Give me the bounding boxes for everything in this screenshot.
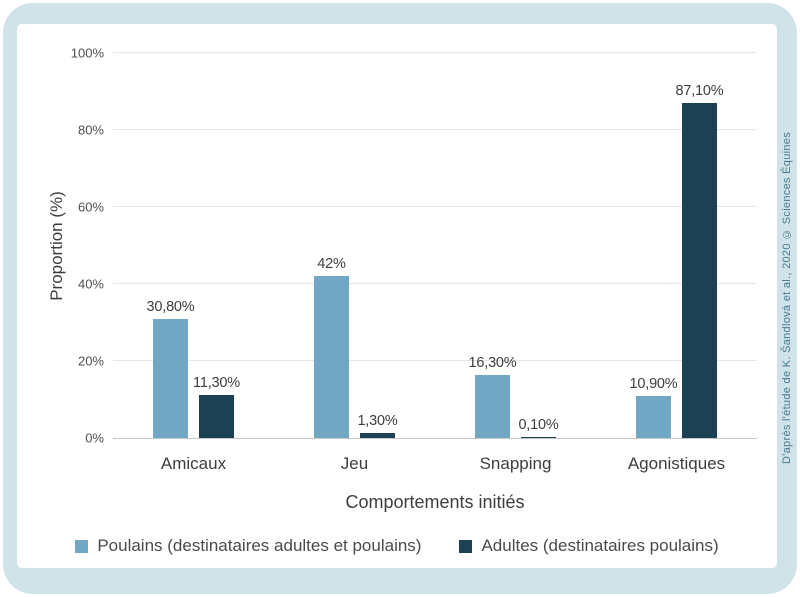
gridline-100: [113, 52, 757, 53]
category-label-jeu: Jeu: [340, 454, 369, 473]
y-tick-label-60: 60%: [77, 199, 104, 215]
y-axis-title: Proportion (%): [47, 191, 66, 301]
gridline-60: [113, 206, 757, 207]
bar-poulains-jeu: 42%: [314, 256, 349, 438]
category-label-amicaux: Amicaux: [160, 454, 227, 473]
bar-group-amicaux: 30,80% 11,30%: [113, 53, 274, 438]
bar-group-jeu: 42% 1,30%: [274, 53, 435, 438]
x-axis-line: [113, 438, 757, 439]
y-tick-label-100: 100%: [70, 45, 104, 61]
y-tick-label-20: 20%: [77, 353, 104, 369]
bar-adultes-amicaux: 11,30%: [193, 375, 240, 438]
legend-label: Adultes (destinataires poulains): [481, 536, 719, 555]
legend-label: Poulains (destinataires adultes et poula…: [97, 536, 422, 555]
bar-value-label: 1,30%: [357, 413, 398, 429]
legend-swatch-icon: [75, 539, 89, 553]
bar-group-agonistiques: 10,90% 87,10%: [596, 53, 757, 438]
bar-value-label: 16,30%: [468, 355, 517, 372]
plot-area: 0% 20% 40% 60% 80% 100% 30,80% 11,30% 42% 1,30% 16…: [71, 46, 757, 446]
bar-value-label: 11,30%: [193, 374, 240, 391]
bar-value-label: 42%: [317, 256, 346, 273]
bar-poulains-agonistiques: 10,90%: [630, 376, 678, 438]
bar-poulains-snapping: 16,30%: [469, 355, 517, 438]
bar-value-label: 10,90%: [629, 376, 678, 393]
legend-swatch-icon: [459, 539, 473, 553]
bar-value-label: 87,10%: [675, 82, 724, 99]
gridline-20: [113, 360, 757, 361]
bar-group-snapping: 16,30% 0,10%: [435, 53, 596, 438]
category-label-snapping: Snapping: [479, 454, 552, 473]
legend: Poulains (destinataires adultes et poula…: [17, 536, 777, 556]
bar-poulains-amicaux: 30,80%: [147, 299, 195, 438]
bar-value-label: 30,80%: [146, 299, 195, 316]
bar-adultes-jeu: 1,30%: [357, 413, 398, 438]
legend-item-adultes: Adultes (destinataires poulains): [459, 536, 719, 556]
legend-item-poulains: Poulains (destinataires adultes et poula…: [75, 536, 421, 556]
y-tick-label-80: 80%: [77, 122, 104, 138]
y-tick-label-40: 40%: [77, 276, 104, 292]
category-label-agonistiques: Agonistiques: [627, 454, 726, 473]
bar-value-label: 0,10%: [518, 417, 559, 433]
x-axis-category-labels: Amicaux Jeu Snapping Agonistiques: [113, 454, 757, 474]
card-frame: Proportion (%) 0% 20% 40% 60% 80% 100% 30,80% 1…: [3, 3, 797, 594]
chart-panel: Proportion (%) 0% 20% 40% 60% 80% 100% 30,80% 1…: [17, 24, 777, 568]
bar-adultes-snapping: 0,10%: [518, 417, 559, 438]
y-tick-label-0: 0%: [85, 430, 104, 446]
x-axis-title: Comportements initiés: [345, 492, 525, 512]
bar-adultes-agonistiques: 87,10%: [676, 83, 724, 438]
attribution-text: D'après l'étude de K. Šandlová et al., 2…: [781, 132, 793, 465]
gridline-80: [113, 129, 757, 130]
gridline-40: [113, 283, 757, 284]
